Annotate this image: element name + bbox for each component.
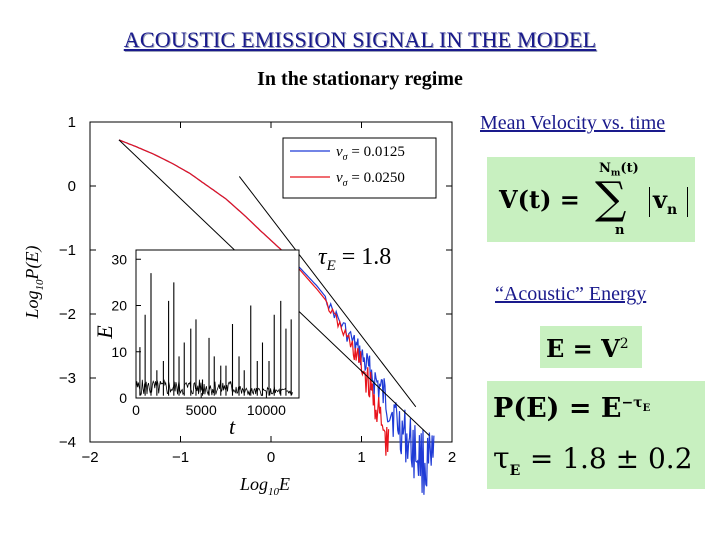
legend-entry: vσ = 0.0250 [336, 170, 405, 189]
main-y-tick-label: −3 [59, 370, 76, 387]
inset-y-tick-label: 0 [119, 390, 127, 406]
main-y-tick-label: −2 [59, 306, 76, 323]
tau-annotation: τE = 1.8 [318, 244, 391, 274]
inset-x-axis-label: t [229, 414, 236, 439]
main-x-tick-label: 2 [448, 449, 456, 466]
legend-entry: vσ = 0.0125 [336, 144, 405, 163]
inset-x-tick-label: 5000 [186, 402, 217, 418]
inset-y-tick-label: 10 [111, 344, 127, 360]
main-y-tick-label: 0 [68, 178, 76, 195]
main-x-axis-label: Log10E [239, 474, 290, 498]
abs-bar-right [687, 187, 688, 217]
velocity-term: vn [653, 185, 678, 218]
power-law-equation: P(E) = E−τE [493, 393, 651, 424]
acoustic-energy-label: “Acoustic” Energy [495, 283, 647, 305]
sum-symbol: ∑ [595, 173, 627, 224]
abs-bar-left [649, 187, 650, 217]
main-y-tick-label: 1 [68, 114, 76, 131]
inset-y-axis-label: E [92, 325, 117, 340]
slide-subtitle: In the stationary regime [257, 68, 463, 90]
main-x-tick-label: 0 [267, 449, 275, 466]
power-law-equation-box: P(E) = E−τE τE = 1.8 ± 0.2 [487, 381, 705, 489]
mean-velocity-label: Mean Velocity vs. time [480, 112, 666, 134]
tau-value-equation: τE = 1.8 ± 0.2 [493, 441, 693, 479]
main-x-tick-label: 1 [357, 449, 365, 466]
inset-x-tick-label: 0 [132, 402, 140, 418]
inset-y-tick-label: 20 [111, 298, 127, 314]
legend-box [282, 137, 437, 199]
sum-lower-limit: n [615, 223, 625, 238]
inset-y-tick-label: 30 [111, 251, 127, 267]
main-y-tick-label: −1 [59, 242, 76, 259]
velocity-equation-box: V(t) = Nm(t) ∑ n vn [487, 157, 695, 242]
energy-equation-box: E = V2 [540, 326, 642, 368]
fit-line [238, 176, 417, 408]
inset-x-tick-label: 10000 [247, 402, 286, 418]
sum-upper-limit: Nm(t) [599, 161, 639, 179]
main-y-tick-label: −4 [59, 434, 76, 451]
velocity-equation-lhs: V(t) = [499, 185, 580, 214]
main-y-axis-label: Log10P(E) [22, 246, 46, 320]
inset-plot: 0 10 20 30 0 5000 10000 t E [92, 249, 300, 439]
slide-title: ACOUSTIC EMISSION SIGNAL IN THE MODEL [123, 27, 597, 52]
main-x-tick-label: −1 [172, 449, 189, 466]
main-x-tick-label: −2 [81, 449, 98, 466]
main-legend: vσ = 0.0125 vσ = 0.0250 [282, 137, 437, 199]
energy-equation: E = V2 [546, 334, 629, 363]
